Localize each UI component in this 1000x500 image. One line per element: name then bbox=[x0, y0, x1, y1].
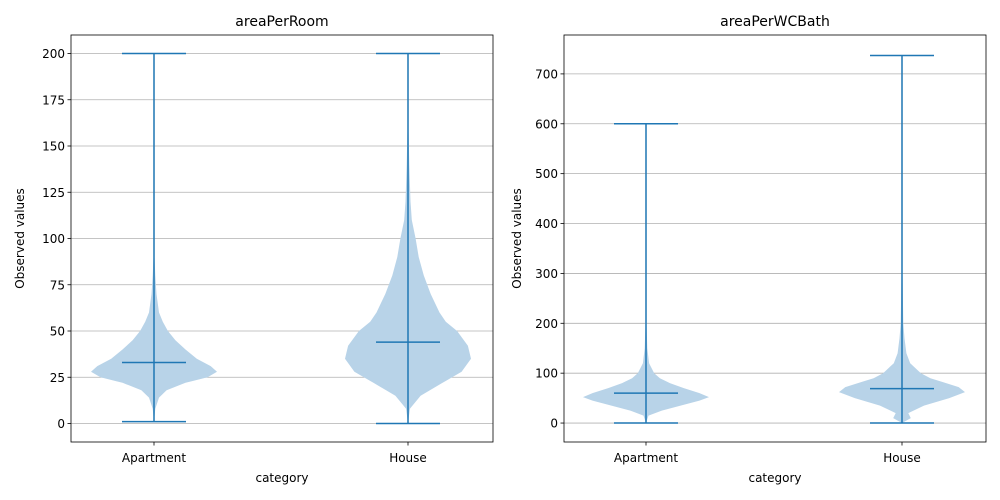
y-tick-label: 600 bbox=[535, 117, 558, 131]
y-tick-label: 200 bbox=[535, 317, 558, 331]
chart-title: areaPerRoom bbox=[235, 14, 328, 30]
y-tick-label: 25 bbox=[50, 371, 65, 385]
y-axis-label: Observed values bbox=[13, 188, 27, 289]
y-tick-label: 100 bbox=[42, 232, 65, 246]
x-axis-label: category bbox=[255, 471, 308, 485]
y-tick-label: 500 bbox=[535, 167, 558, 181]
x-tick-label: Apartment bbox=[122, 451, 186, 465]
y-tick-label: 0 bbox=[550, 417, 558, 431]
x-tick-label: House bbox=[883, 451, 921, 465]
x-tick-label: Apartment bbox=[614, 451, 678, 465]
y-tick-label: 0 bbox=[57, 417, 65, 431]
y-tick-label: 50 bbox=[50, 325, 65, 339]
x-axis-label: category bbox=[748, 471, 801, 485]
chart-panel-1: 0 25 50 75 100 125 150 175 200 Apartment House area… bbox=[13, 14, 494, 485]
y-axis-label: Observed values bbox=[510, 188, 524, 289]
chart-panel-2: 0 100 200 300 400 500 600 700 Apartment House area… bbox=[510, 14, 987, 485]
y-tick-label: 100 bbox=[535, 367, 558, 381]
plot-frame bbox=[563, 34, 987, 443]
chart-title: areaPerWCBath bbox=[720, 14, 830, 30]
y-tick-label: 700 bbox=[535, 67, 558, 81]
y-tick-label: 400 bbox=[535, 217, 558, 231]
y-tick-label: 175 bbox=[42, 93, 65, 107]
x-tick-label: House bbox=[389, 451, 427, 465]
y-tick-label: 125 bbox=[42, 186, 65, 200]
y-tick-label: 150 bbox=[42, 140, 65, 154]
y-tick-label: 75 bbox=[50, 278, 65, 292]
y-tick-label: 300 bbox=[535, 267, 558, 281]
y-tick-label: 200 bbox=[42, 47, 65, 61]
